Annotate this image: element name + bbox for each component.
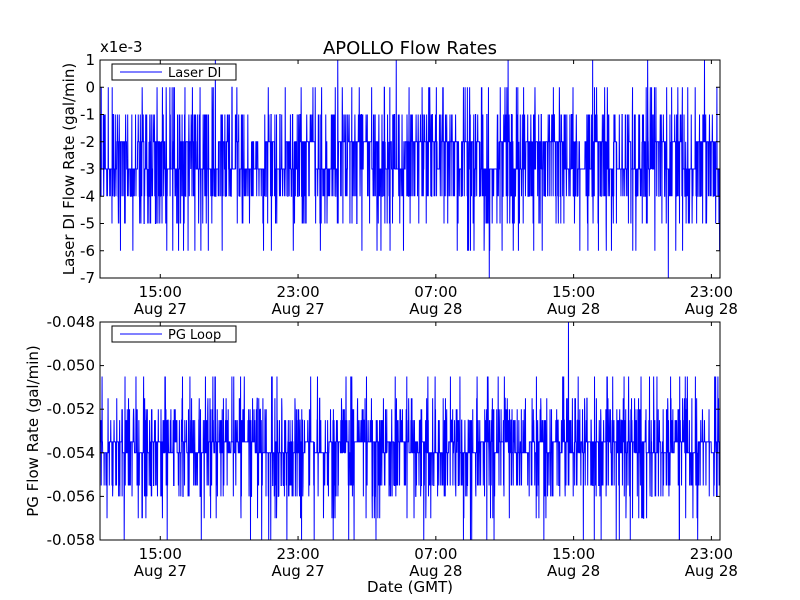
pg-loop-y-tick-label: -0.048 [47,313,95,331]
pg-loop-x-tick-time-label: 15:00 [552,545,595,563]
laser-di-x-tick-date-label: Aug 28 [547,300,600,318]
laser-di-y-tick-label: -2 [80,133,95,151]
laser-di-y-tick-label: -3 [80,160,95,178]
pg-loop-legend: PG Loop [111,325,237,343]
pg-loop-x-tick-time-label: 15:00 [139,545,182,563]
laser-di-y-tick-label: -6 [80,242,95,260]
laser-di-x-tick-time-label: 15:00 [139,283,182,301]
pg-loop-x-tick-time-label: 23:00 [690,545,733,563]
pg-loop-axes-frame [99,321,721,541]
laser-di-x-tick-date-label: Aug 28 [685,300,738,318]
laser-di-y-tick-label: -5 [80,215,95,233]
pg-loop-x-tick-date-label: Aug 27 [134,562,187,580]
laser-di-legend-label: Laser DI [168,66,221,81]
laser-di-y-axis-label: Laser DI Flow Rate (gal/min) [60,63,78,275]
laser-di-x-tick-time-label: 23:00 [276,283,319,301]
laser-di-series-line [100,60,720,278]
x-axis-label: Date (GMT) [367,578,453,596]
laser-di-y-tick-label: -4 [80,187,95,205]
pg-loop-y-tick-label: -0.058 [47,531,95,549]
laser-di-x-tick-date-label: Aug 27 [271,300,324,318]
pg-loop-y-tick-label: -0.054 [47,444,95,462]
laser-di-offset-label: x1e-3 [100,38,143,56]
pg-loop-legend-box [111,325,237,343]
laser-di-legend-box [111,63,237,81]
pg-loop-x-tick-time-label: 23:00 [276,545,319,563]
laser-di-y-tick-label: 1 [85,51,95,69]
pg-loop-x-tick-date-label: Aug 28 [409,562,462,580]
pg-loop-series-line [100,322,720,540]
pg-loop-legend-label: PG Loop [168,328,221,343]
pg-loop-y-tick-label: -0.052 [47,400,95,418]
laser-di-x-tick-date-label: Aug 28 [409,300,462,318]
pg-loop-x-tick-time-label: 07:00 [414,545,457,563]
pg-loop-x-tick-date-label: Aug 27 [271,562,324,580]
laser-di-x-tick-date-label: Aug 27 [134,300,187,318]
laser-di-y-tick-label: 0 [85,78,95,96]
laser-di-x-tick-time-label: 15:00 [552,283,595,301]
pg-loop-y-axis-label: PG Flow Rate (gal/min) [24,345,42,517]
chart-title: APOLLO Flow Rates [323,38,497,59]
laser-di-legend: Laser DI [111,63,237,81]
laser-di-x-tick-time-label: 07:00 [414,283,457,301]
laser-di-y-tick-label: -7 [80,269,95,287]
laser-di-y-tick-label: -1 [80,106,95,124]
pg-loop-y-tick-label: -0.056 [47,487,95,505]
pg-loop-panel: -0.048 -0.050 -0.052 -0.054 -0.056 -0.058 15:0… [24,313,738,580]
pg-loop-y-tick-label: -0.050 [47,357,95,375]
pg-loop-x-tick-date-label: Aug 28 [685,562,738,580]
pg-loop-x-tick-date-label: Aug 28 [547,562,600,580]
laser-di-x-tick-time-label: 23:00 [690,283,733,301]
